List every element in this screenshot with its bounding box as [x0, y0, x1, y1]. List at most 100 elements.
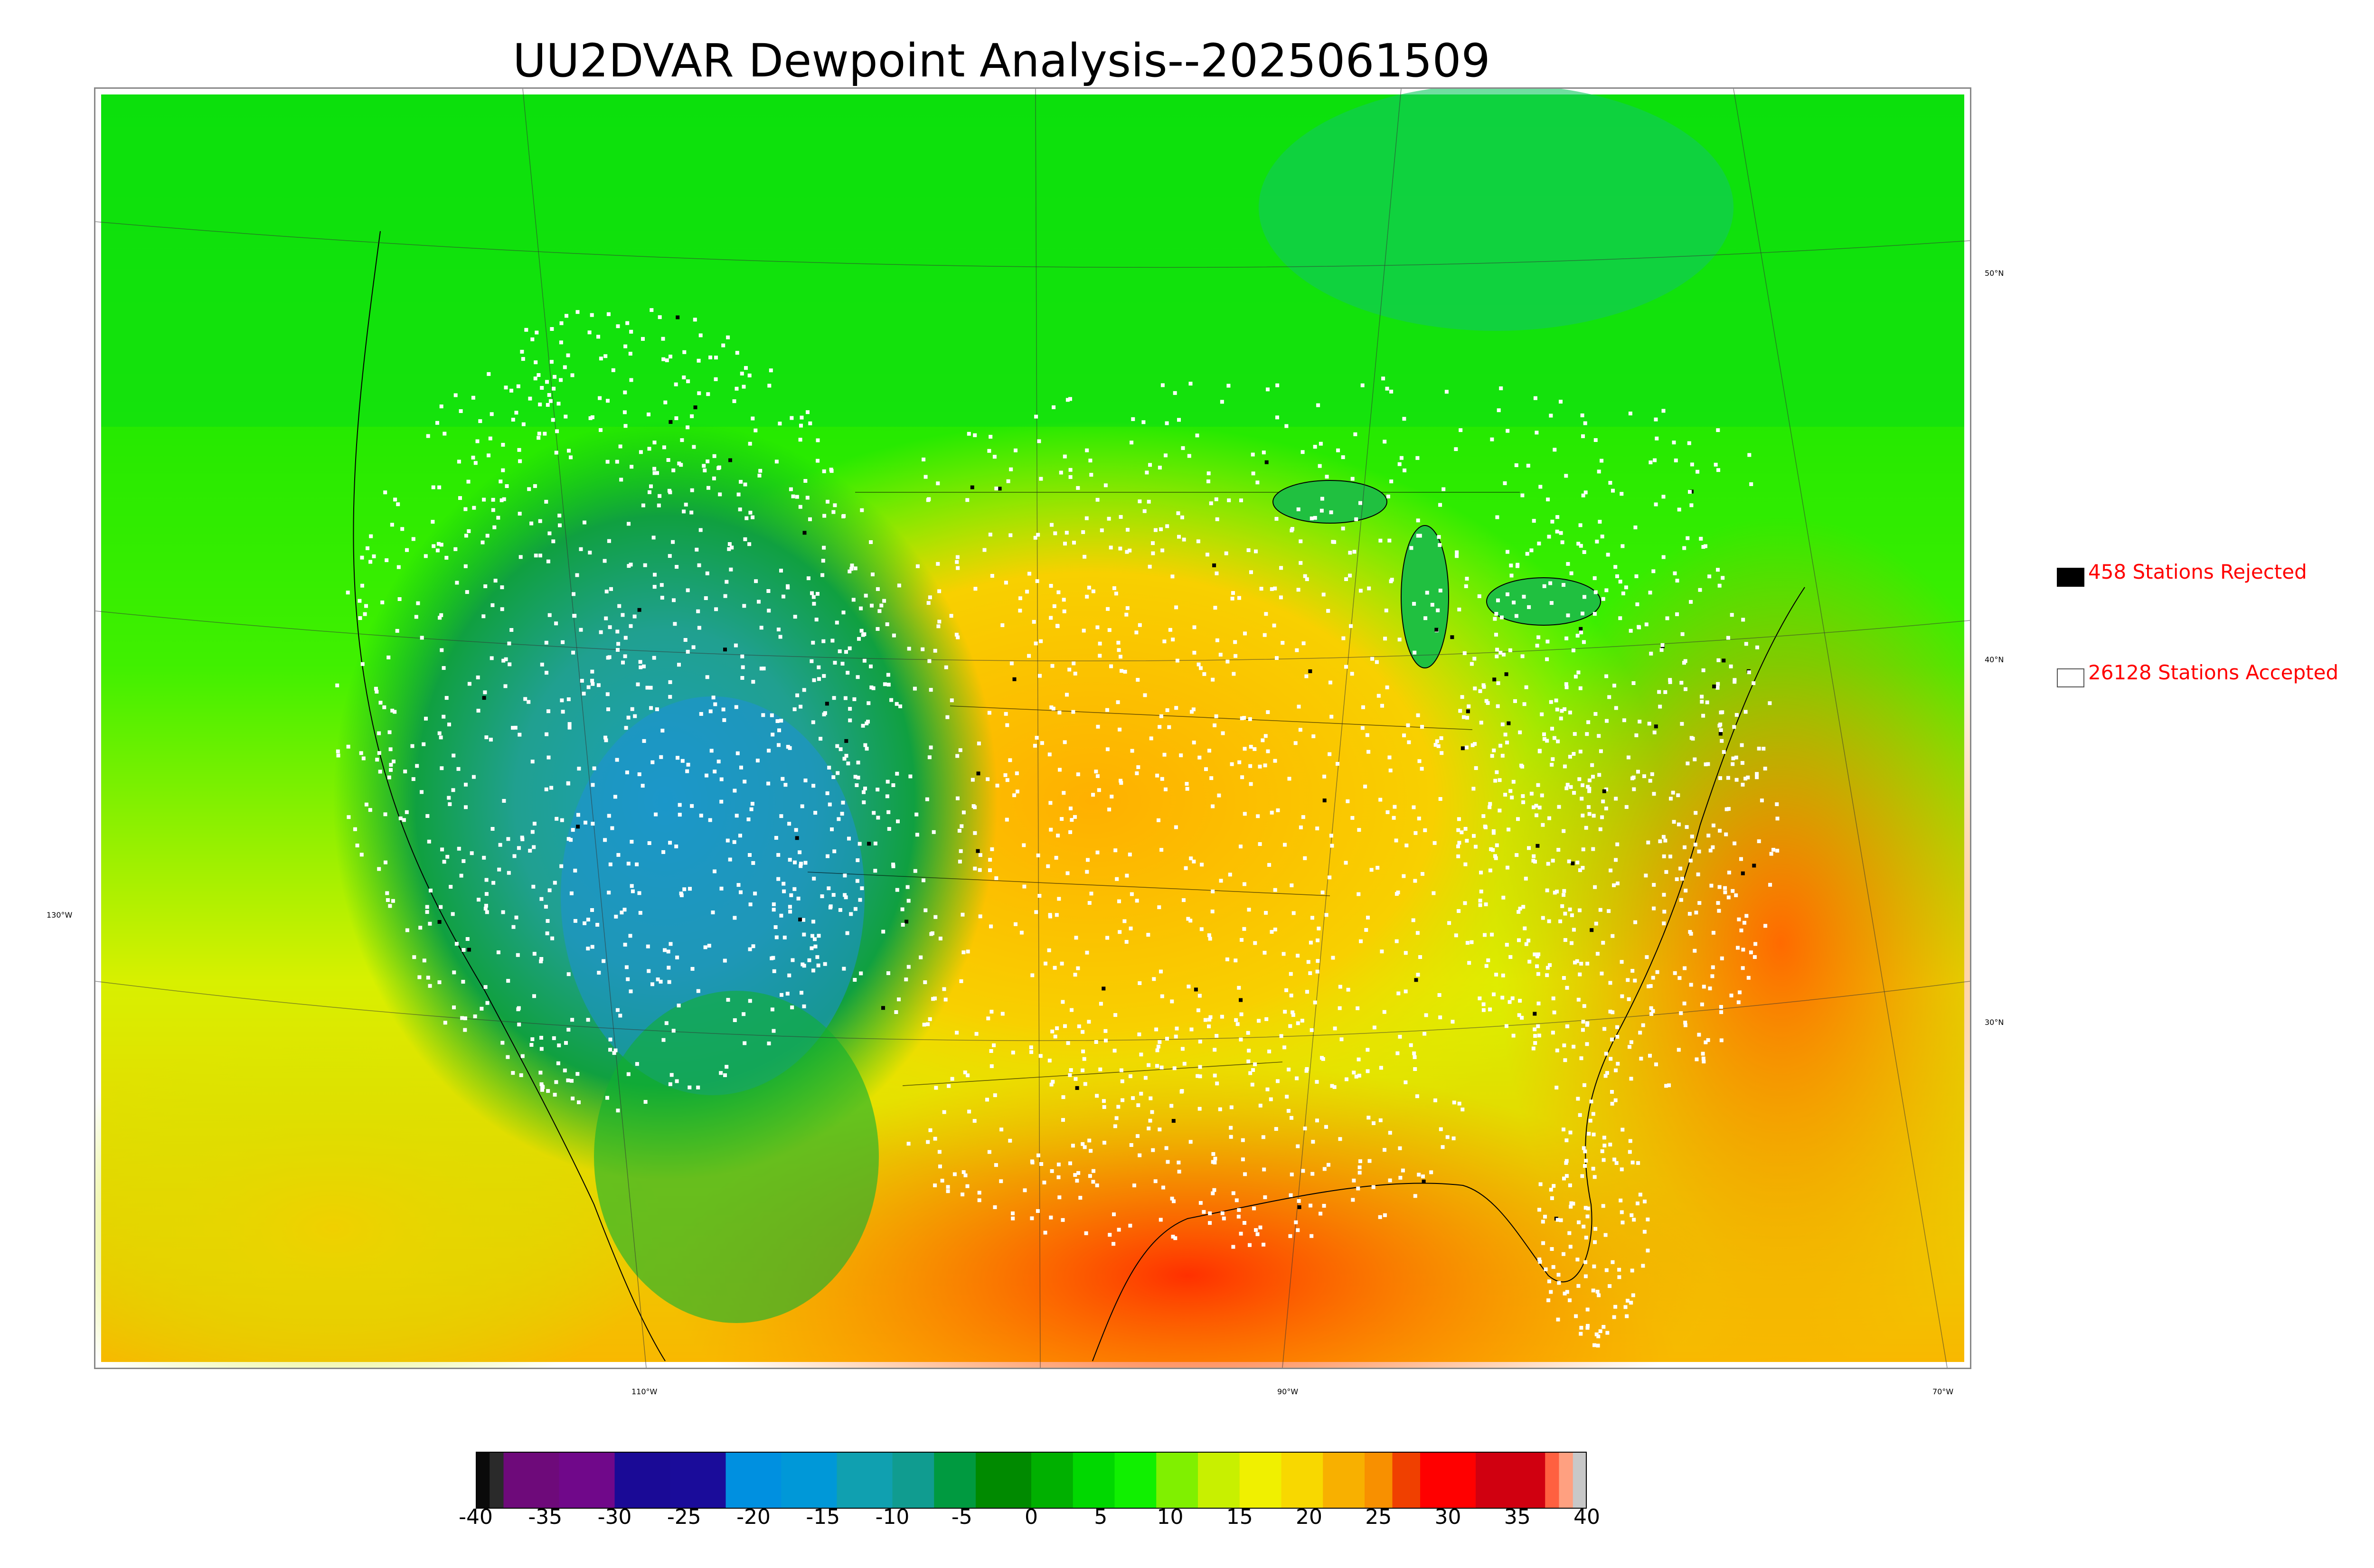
accepted-station-marker — [1063, 1024, 1067, 1028]
accepted-station-marker — [1547, 919, 1551, 923]
map-panel — [94, 87, 1971, 1369]
accepted-station-marker — [806, 576, 810, 581]
accepted-station-marker — [1473, 742, 1477, 746]
accepted-station-marker — [1396, 991, 1401, 995]
accepted-station-marker — [1187, 454, 1191, 458]
accepted-station-marker — [465, 590, 469, 594]
accepted-station-marker — [772, 969, 776, 973]
accepted-station-marker — [1346, 987, 1350, 992]
accepted-station-marker — [677, 461, 681, 466]
accepted-station-marker — [684, 502, 688, 507]
accepted-station-marker — [1358, 589, 1363, 593]
accepted-station-marker — [1049, 1215, 1053, 1220]
accepted-station-marker — [778, 422, 782, 426]
accepted-station-marker — [493, 579, 498, 583]
accepted-station-marker — [1565, 986, 1569, 990]
accepted-station-marker — [496, 516, 500, 520]
accepted-station-marker — [967, 1109, 971, 1114]
accepted-station-marker — [1497, 408, 1501, 413]
accepted-station-marker — [1626, 755, 1630, 760]
accepted-station-marker — [482, 855, 486, 860]
accepted-station-marker — [1630, 1213, 1634, 1217]
accepted-station-marker — [1215, 1034, 1219, 1038]
accepted-station-marker — [1310, 916, 1314, 920]
accepted-station-marker — [586, 1018, 590, 1022]
accepted-station-marker — [403, 770, 407, 774]
accepted-station-marker — [464, 805, 468, 809]
accepted-station-marker — [1739, 928, 1743, 932]
accepted-station-marker — [1003, 773, 1008, 777]
accepted-station-marker — [1577, 777, 1582, 781]
accepted-station-marker — [1056, 834, 1060, 838]
accepted-station-marker — [520, 1054, 525, 1058]
accepted-station-marker — [1208, 1015, 1213, 1019]
accepted-station-marker — [646, 944, 650, 948]
accepted-station-marker — [1747, 670, 1751, 675]
accepted-station-marker — [1463, 826, 1468, 831]
accepted-station-marker — [650, 760, 655, 764]
accepted-station-marker — [346, 744, 350, 749]
accepted-station-marker — [1315, 1080, 1319, 1084]
accepted-station-marker — [459, 873, 463, 878]
accepted-station-marker — [1648, 779, 1652, 783]
accepted-station-marker — [501, 658, 506, 663]
accepted-station-marker — [811, 920, 815, 924]
accepted-station-marker — [1587, 778, 1592, 782]
meridian-110w — [522, 89, 647, 1368]
accepted-station-marker — [1357, 1171, 1362, 1175]
accepted-station-marker — [661, 357, 666, 361]
accepted-station-marker — [1165, 524, 1169, 528]
accepted-station-marker — [922, 1023, 926, 1027]
accepted-station-marker — [1407, 740, 1411, 744]
accepted-station-marker — [1559, 716, 1563, 721]
accepted-station-marker — [490, 827, 495, 831]
accepted-station-marker — [1610, 1037, 1614, 1042]
accepted-station-marker — [1658, 704, 1662, 709]
accepted-station-marker — [1551, 1265, 1555, 1269]
accepted-station-marker — [1269, 1097, 1273, 1101]
accepted-station-marker — [1532, 854, 1536, 858]
accepted-station-marker — [770, 1007, 774, 1012]
accepted-station-marker — [1204, 767, 1208, 771]
accepted-station-marker — [1601, 1204, 1605, 1208]
accepted-station-marker — [1507, 827, 1511, 832]
accepted-station-marker — [1608, 1284, 1612, 1288]
accepted-station-marker — [801, 918, 805, 922]
accepted-station-marker — [1710, 974, 1715, 978]
accepted-station-marker — [696, 1085, 700, 1089]
accepted-station-marker — [727, 547, 731, 551]
accepted-station-marker — [1291, 911, 1296, 915]
accepted-station-marker — [1736, 946, 1740, 950]
rejected-station-marker — [1434, 628, 1439, 632]
accepted-station-marker — [1549, 413, 1553, 418]
accepted-station-marker — [1415, 456, 1420, 460]
accepted-station-marker — [1372, 1025, 1376, 1030]
accepted-station-marker — [871, 686, 876, 690]
accepted-station-marker — [1052, 604, 1056, 608]
accepted-station-marker — [1128, 548, 1132, 553]
accepted-station-marker — [1404, 989, 1408, 994]
accepted-station-marker — [1576, 542, 1581, 546]
accepted-station-marker — [1651, 976, 1655, 980]
accepted-station-marker — [1263, 1195, 1267, 1199]
accepted-station-marker — [663, 400, 668, 404]
accepted-station-marker — [1315, 969, 1319, 974]
accepted-station-marker — [539, 1047, 544, 1051]
accepted-station-marker — [1305, 577, 1309, 582]
accepted-station-marker — [1348, 551, 1352, 555]
accepted-station-marker — [743, 482, 747, 487]
accepted-station-marker — [686, 425, 690, 430]
accepted-station-marker — [1672, 441, 1676, 445]
accepted-station-marker — [1357, 892, 1361, 896]
accepted-station-marker — [925, 797, 929, 801]
accepted-station-marker — [786, 585, 790, 590]
meridian-90w — [1282, 89, 1402, 1368]
accepted-station-marker — [1520, 654, 1525, 658]
accepted-station-marker — [1533, 1034, 1537, 1038]
colorbar-segment — [976, 1452, 1032, 1509]
accepted-station-marker — [795, 693, 800, 697]
accepted-station-marker — [933, 1183, 937, 1187]
accepted-station-marker — [833, 661, 837, 665]
accepted-station-marker — [1603, 1074, 1608, 1078]
accepted-station-marker — [1569, 571, 1573, 575]
